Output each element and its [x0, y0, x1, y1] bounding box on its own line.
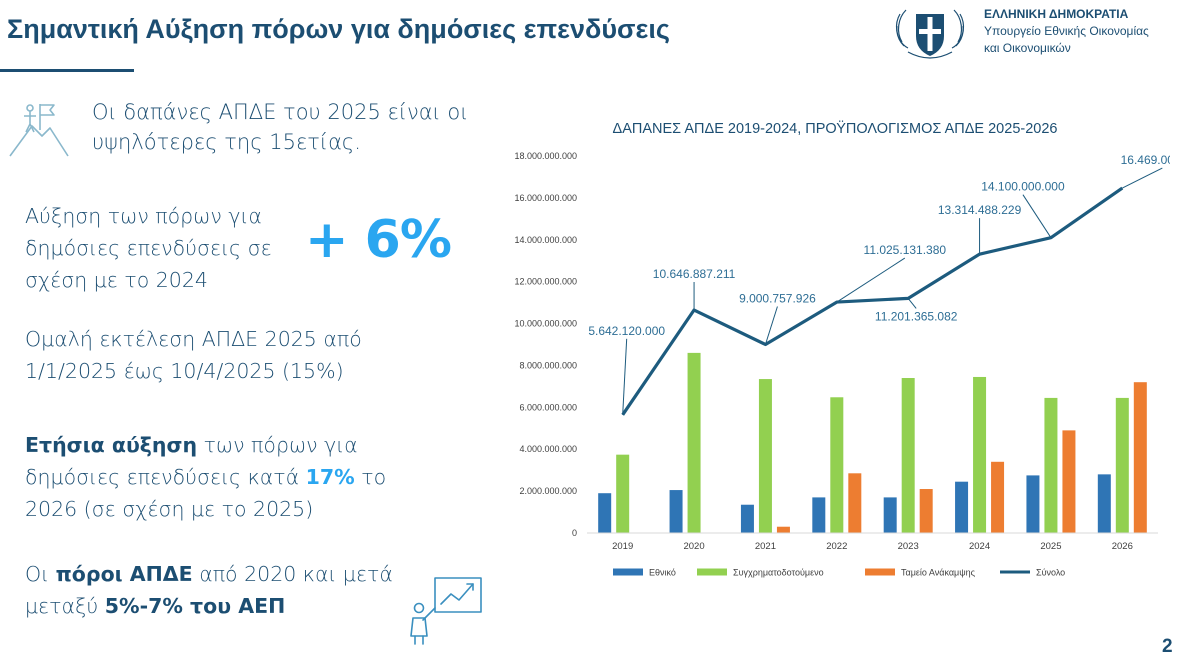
- x-tick-label: 2019: [612, 541, 633, 552]
- x-tick-label: 2020: [683, 541, 704, 552]
- data-label: 5.642.120.000: [588, 324, 665, 338]
- bar-1-2022: [830, 397, 844, 533]
- bar-2-2022: [848, 473, 862, 533]
- bar-1-2020: [687, 352, 701, 533]
- fact-annual-increase: Ετήσια αύξηση των πόρων για δημόσιες επε…: [25, 429, 425, 525]
- fact5-text-b: από 2020 και μετά μεταξύ: [25, 562, 393, 618]
- x-tick-label: 2021: [755, 541, 776, 552]
- ministry-line-2: Υπουργείο Εθνικής Οικονομίας: [984, 24, 1149, 38]
- y-axis: 0 2.000.000.000 4.000.000.000 6.000.000.000…: [514, 151, 577, 538]
- total-line-group: 5.642.120.000 10.646.887.2119.000.757.926…: [588, 153, 1170, 416]
- bar-0-2025: [1026, 475, 1040, 533]
- y-tick-label: 16.000.000.000: [514, 193, 577, 203]
- y-tick-label: 0: [572, 528, 577, 538]
- bar-0-2020: [669, 490, 683, 533]
- flag-summit-icon: [9, 104, 69, 157]
- page-number: 2: [1162, 636, 1173, 657]
- fact-execution-2025: Ομαλή εκτέλεση ΑΠΔΕ 2025 από 1/1/2025 έω…: [25, 327, 362, 383]
- bar-0-2023: [883, 497, 897, 533]
- fact4-bold: Ετήσια αύξηση: [25, 433, 198, 457]
- y-tick-label: 6.000.000.000: [519, 402, 577, 412]
- data-label: 16.469.000.000: [1121, 153, 1170, 167]
- x-tick-label: 2022: [826, 541, 847, 552]
- y-tick-label: 10.000.000.000: [514, 319, 577, 329]
- y-tick-label: 12.000.000.000: [514, 277, 577, 287]
- y-tick-label: 14.000.000.000: [514, 235, 577, 245]
- bar-1-2025: [1044, 397, 1058, 533]
- greek-emblem-icon: [895, 9, 965, 59]
- page-title: Σημαντική Αύξηση πόρων για δημόσιες επεν…: [7, 14, 670, 44]
- y-tick-label: 18.000.000.000: [514, 151, 577, 161]
- fact5-bold-2: 5%-7% του ΑΕΠ: [104, 594, 286, 618]
- data-label-leader: [622, 338, 628, 415]
- data-label-leader: [836, 257, 906, 303]
- data-label-leader: [764, 306, 778, 345]
- bar-2-2023: [919, 489, 933, 533]
- x-tick-label: 2023: [898, 541, 919, 552]
- legend-label: Εθνικό: [649, 568, 676, 578]
- chart-title: ΔΑΠΑΝΕΣ ΑΠΔΕ 2019-2024, ΠΡΟΫΠΟΛΟΓΙΣΜΟΣ Α…: [613, 120, 1058, 137]
- fact4-text-a: των πόρων για δημόσιες επενδύσεις κατά: [25, 433, 358, 489]
- data-label: 10.646.887.211: [653, 267, 736, 281]
- data-label-leader: [1122, 167, 1163, 189]
- y-tick-label: 4.000.000.000: [519, 444, 577, 454]
- legend-swatch: [697, 568, 727, 576]
- bar-1-2019: [616, 454, 630, 533]
- data-label: 9.000.757.926: [739, 291, 816, 305]
- data-label-leader: [907, 298, 917, 309]
- x-tick-label: 2024: [969, 541, 990, 552]
- ministry-line-3: και Οικονομικών: [984, 41, 1071, 55]
- legend-swatch: [865, 568, 895, 576]
- bar-0-2021: [740, 504, 754, 533]
- chart-legend: Εθνικό Συγχρηματοδοτούμενο Ταμείο Ανάκαμψη…: [613, 568, 1065, 578]
- bar-2-2026: [1133, 382, 1147, 533]
- fact-highest-spending: Οι δαπάνες ΑΠΔΕ του 2025 είναι οι υψηλότ…: [92, 100, 469, 154]
- legend-label: Σύνολο: [1036, 568, 1065, 578]
- x-tick-label: 2025: [1040, 541, 1061, 552]
- legend-swatch: [613, 568, 643, 576]
- data-label: 14.100.000.000: [981, 180, 1065, 194]
- ministry-label: ΕΛΛΗΝΙΚΗ ΔΗΜΟΚΡΑΤΙΑ Υπουργείο Εθνικής Οι…: [984, 6, 1149, 57]
- bar-0-2019: [598, 493, 612, 533]
- fact4-text-b: το 2026 (σε σχέση με το 2025): [25, 465, 387, 521]
- bar-2-2025: [1062, 430, 1076, 533]
- fact4-percentage: 17%: [305, 465, 355, 489]
- y-tick-label: 2.000.000.000: [519, 486, 577, 496]
- bar-0-2022: [812, 497, 826, 533]
- ministry-line-1: ΕΛΛΗΝΙΚΗ ΔΗΜΟΚΡΑΤΙΑ: [984, 7, 1129, 21]
- investment-chart: ΔΑΠΑΝΕΣ ΑΠΔΕ 2019-2024, ΠΡΟΫΠΟΛΟΓΙΣΜΟΣ Α…: [514, 120, 1170, 578]
- bar-2-2024: [991, 461, 1005, 533]
- bar-0-2024: [955, 481, 969, 533]
- bar-2-2021: [776, 526, 790, 533]
- title-underline: [0, 69, 134, 72]
- data-label: 13.314.488.229: [938, 203, 1022, 217]
- fact5-text-a: Οι: [25, 562, 56, 586]
- bars-group: [598, 352, 1147, 533]
- total-series-line: [621, 186, 1124, 416]
- data-label-leader: [1022, 194, 1052, 238]
- bar-1-2021: [758, 379, 772, 533]
- data-label: 11.201.365.082: [875, 309, 958, 323]
- x-axis: 2019 2020 2021 2022 2023 2024 2025 2026: [587, 532, 1158, 552]
- y-tick-label: 8.000.000.000: [519, 360, 577, 370]
- legend-label: Ταμείο Ανάκαμψης: [901, 568, 976, 578]
- bar-0-2026: [1097, 474, 1111, 533]
- bar-1-2026: [1115, 397, 1129, 533]
- fact-gdp-share: Οι πόροι ΑΠΔΕ από 2020 και μετά μεταξύ 5…: [25, 558, 425, 622]
- bar-1-2024: [973, 376, 987, 533]
- bar-1-2023: [901, 378, 915, 533]
- fact-increase-vs-2024: Αύξηση των πόρων για δημόσιες επενδύσεις…: [25, 204, 272, 292]
- increase-percentage: + 6%: [305, 210, 452, 270]
- presenter-chart-icon: [410, 577, 482, 645]
- legend-label: Συγχρηματοδοτούμενο: [733, 568, 824, 578]
- fact5-bold: πόροι ΑΠΔΕ: [55, 562, 193, 586]
- x-tick-label: 2026: [1112, 541, 1133, 552]
- data-label: 11.025.131.380: [864, 243, 947, 257]
